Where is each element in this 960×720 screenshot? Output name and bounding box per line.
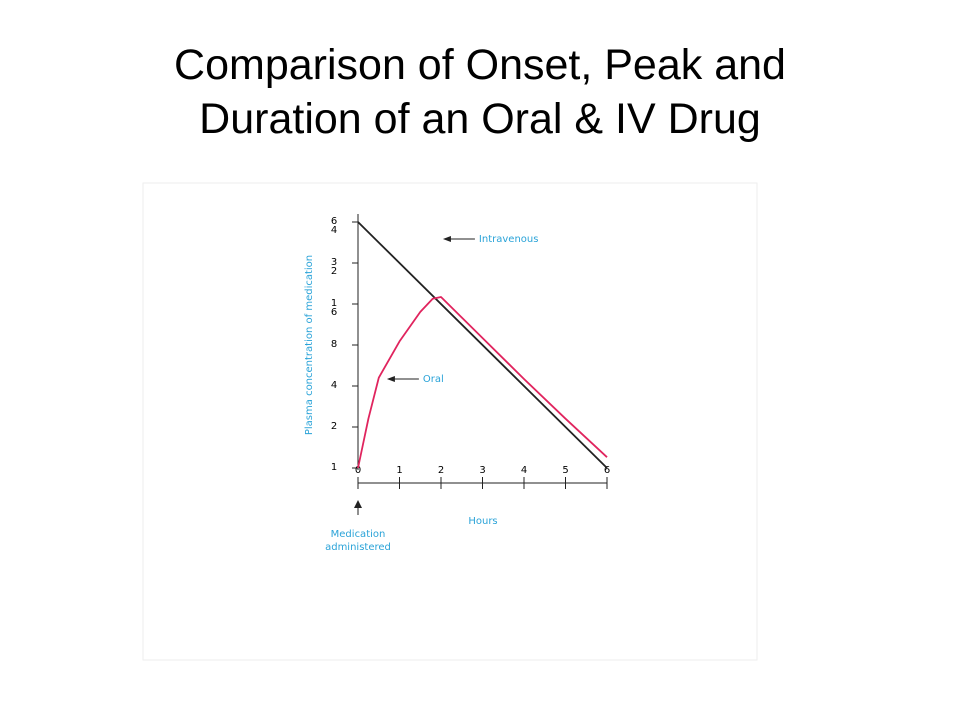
y-tick-label: 1 [329, 462, 340, 471]
y-tick-label: 16 [329, 298, 340, 316]
x-tick-label: 5 [562, 465, 568, 476]
x-tick-label: 4 [521, 465, 527, 476]
x-axis-label: Hours [468, 516, 497, 527]
callout-arrow [386, 376, 395, 383]
y-tick-label: 4 [329, 380, 340, 389]
note-line: Medication [331, 529, 386, 540]
note-line: administered [325, 542, 391, 553]
series-line [357, 296, 608, 469]
figure-frame [142, 182, 758, 661]
y-tick-label: 8 [329, 339, 340, 348]
y-tick-label: 32 [329, 257, 340, 275]
x-tick-label: 2 [438, 465, 444, 476]
x-tick-label: 1 [396, 465, 402, 476]
x-tick-label: 6 [604, 465, 610, 476]
slide-title: Comparison of Onset, Peak and Duration o… [174, 41, 786, 143]
callout-arrow [442, 236, 451, 243]
y-axis-label: Plasma concentration of medication [304, 255, 315, 435]
legend-label: Oral [423, 374, 444, 385]
series-line [357, 221, 608, 469]
x-tick-label: 3 [479, 465, 485, 476]
arrow-head [354, 500, 362, 508]
y-tick-label: 2 [329, 421, 340, 430]
y-tick-label: 64 [329, 216, 340, 234]
x-tick-label: 0 [355, 465, 361, 476]
legend-label: Intravenous [479, 234, 539, 245]
